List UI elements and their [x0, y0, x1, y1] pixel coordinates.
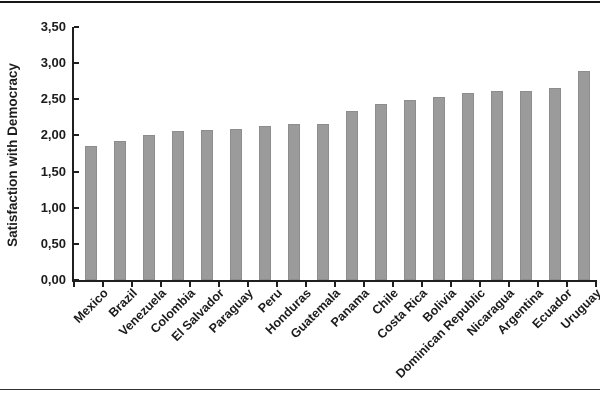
y-tick-label: 0,00: [40, 272, 66, 287]
x-axis-tick: [421, 280, 423, 287]
x-axis-tick: [160, 280, 162, 287]
x-axis-tick: [247, 280, 249, 287]
y-tick-label: 0,50: [40, 235, 66, 251]
y-axis-tick: [74, 206, 79, 209]
bar: [287, 123, 300, 280]
plot-area: Mexico Brazil Venezuela Colombia El Salvador…: [71, 26, 600, 381]
bar: [200, 129, 213, 280]
y-axis-tick: [74, 62, 79, 65]
y-tick-label: 2,00: [40, 127, 66, 143]
y-tick-label: 2,50: [40, 91, 66, 107]
x-axis-tick: [450, 280, 452, 287]
x-axis-tick: [334, 280, 336, 287]
x-axis-tick: [566, 280, 568, 287]
x-tick-label: Mexico: [70, 286, 111, 326]
bar: [345, 110, 358, 280]
bar: [490, 91, 503, 280]
y-axis-tick: [74, 26, 79, 28]
y-tick-label: 3,50: [40, 19, 66, 34]
bottom-border-line: [0, 389, 600, 390]
bar: [171, 131, 184, 280]
x-axis-tick: [276, 280, 278, 287]
x-axis-tick: [305, 280, 307, 287]
bar: [548, 88, 561, 280]
bar: [519, 90, 532, 280]
y-axis-tick: [74, 279, 79, 281]
x-axis-tick: [218, 280, 220, 287]
x-axis-tick: [537, 280, 539, 287]
y-axis-tick: [74, 170, 79, 173]
x-axis-tick: [392, 280, 394, 287]
x-axis-tick: [102, 280, 104, 287]
bar: [84, 146, 97, 280]
bar: [577, 71, 590, 280]
x-axis-tick: [508, 280, 510, 287]
bar: [113, 140, 126, 280]
x-axis-tick: [363, 280, 365, 287]
y-tick-label: 1,00: [40, 199, 66, 215]
x-axis-tick: [479, 280, 481, 287]
x-axis-tick: [73, 280, 75, 287]
x-axis-tick: [189, 280, 191, 287]
bar: [316, 123, 329, 280]
y-axis-title: Satisfaction with Democracy: [5, 63, 20, 247]
top-border-line: [0, 1, 600, 3]
y-axis-tick: [74, 98, 79, 101]
bar: [229, 128, 242, 280]
y-tick-label: 3,00: [40, 55, 66, 71]
y-axis-tick: [74, 242, 79, 245]
x-axis-tick: [131, 280, 133, 287]
y-tick-label: 1,50: [40, 163, 66, 179]
bar: [258, 126, 271, 280]
bar: [142, 135, 155, 280]
bar: [403, 100, 416, 280]
x-axis-tick: [595, 280, 597, 287]
bar: [374, 104, 387, 280]
bar: [432, 97, 445, 280]
y-axis-tick: [74, 134, 79, 137]
bar: [461, 92, 474, 280]
